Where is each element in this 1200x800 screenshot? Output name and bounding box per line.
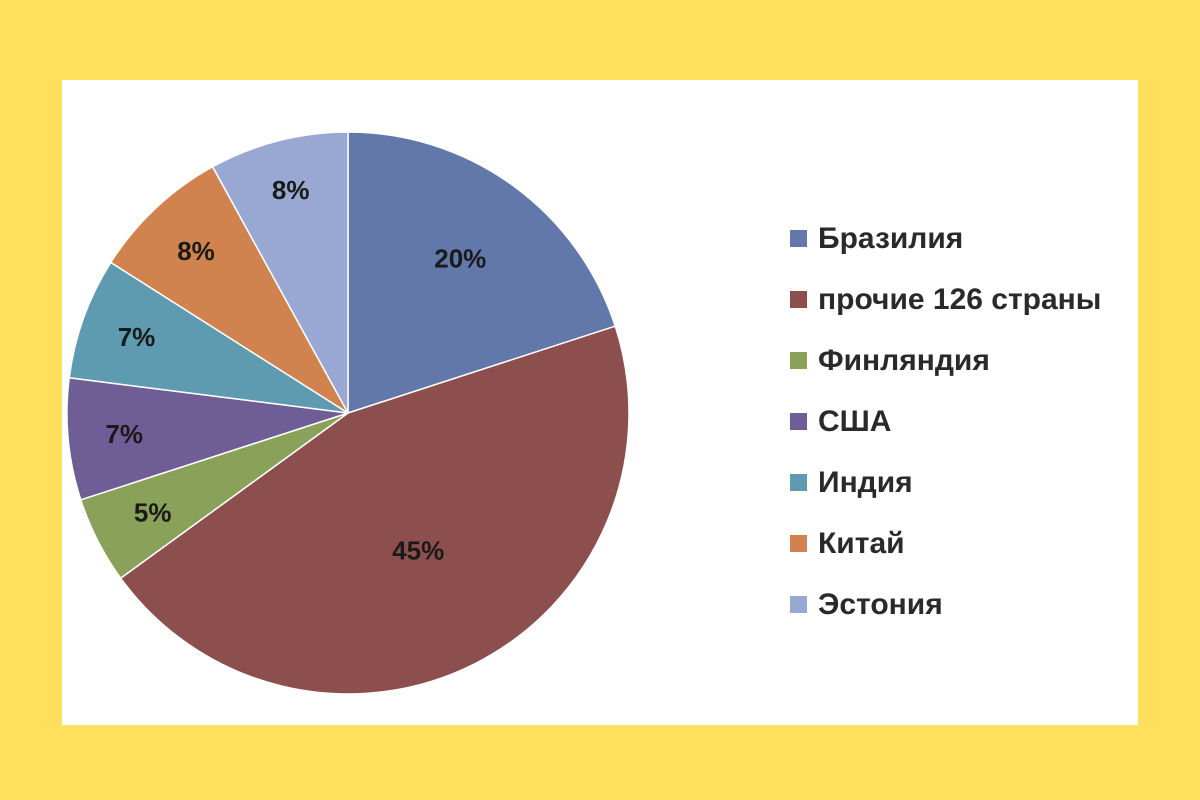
legend-label: Бразилия <box>818 221 964 255</box>
pie-slice-4 <box>66 376 349 501</box>
legend-swatch <box>790 413 807 430</box>
pie-slice-5 <box>68 261 349 414</box>
legend-item: Эстония <box>790 574 1101 635</box>
slice-percent-label: 5% <box>134 498 172 528</box>
pie-labels: 20% 45% 5% 7% 7% 8% 8% <box>105 175 486 566</box>
legend-item: Китай <box>790 513 1101 574</box>
legend-label: США <box>818 404 892 438</box>
slice-percent-label: 7% <box>118 322 156 352</box>
pie-slice-2 <box>119 325 630 695</box>
legend-label: Китай <box>818 526 905 560</box>
legend-item: Индия <box>790 452 1101 513</box>
legend-label: Эстония <box>818 587 943 621</box>
pie-slice-7 <box>211 131 349 414</box>
slice-percent-label: 7% <box>105 419 143 449</box>
slice-percent-label: 20% <box>434 243 486 273</box>
legend: Бразилия прочие 126 страны Финляндия США Инд… <box>790 208 1101 635</box>
slice-percent-label: 8% <box>272 175 310 205</box>
legend-swatch <box>790 291 807 308</box>
pie-slice-6 <box>109 165 349 414</box>
legend-label: прочие 126 страны <box>818 282 1102 316</box>
legend-item: Финляндия <box>790 330 1101 391</box>
chart-panel: 20% 45% 5% 7% 7% 8% 8% Бразилия прочие 126 стра… <box>62 80 1138 725</box>
legend-swatch <box>790 535 807 552</box>
legend-label: Индия <box>818 465 913 499</box>
pie-slice-1 <box>347 131 617 415</box>
legend-item: прочие 126 страны <box>790 269 1101 330</box>
pie-slices <box>66 131 630 695</box>
slice-percent-label: 45% <box>392 536 444 566</box>
legend-swatch <box>790 596 807 613</box>
legend-swatch <box>790 474 807 491</box>
pie-chart: 20% 45% 5% 7% 7% 8% 8% <box>66 131 630 695</box>
legend-swatch <box>790 352 807 369</box>
legend-item: США <box>790 391 1101 452</box>
slice-percent-label: 8% <box>177 236 215 266</box>
legend-swatch <box>790 230 807 247</box>
legend-item: Бразилия <box>790 208 1101 269</box>
legend-label: Финляндия <box>818 343 990 377</box>
